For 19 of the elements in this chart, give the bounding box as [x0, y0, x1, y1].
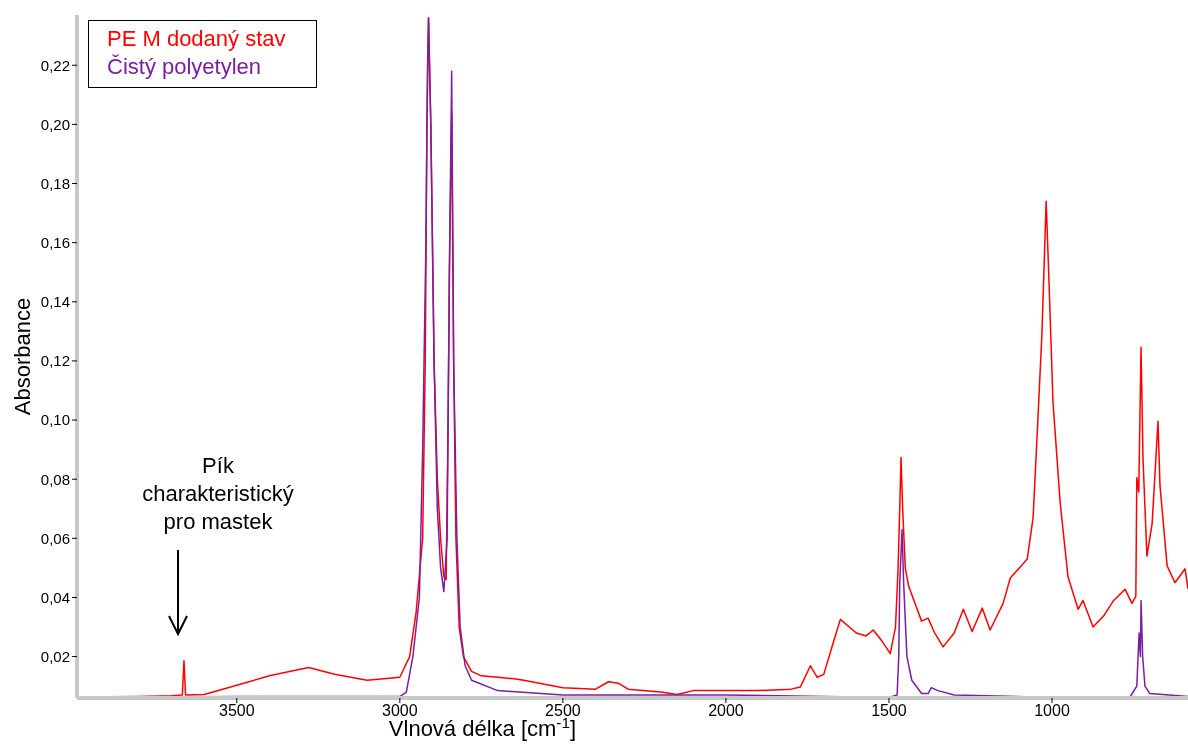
y-tick-label: 0,18	[40, 174, 70, 192]
x-tick-label: 2000	[708, 702, 744, 720]
y-tick-label: 0,04	[40, 588, 70, 606]
y-axis-title: Absorbance	[10, 297, 35, 416]
x-tick-label: 3500	[218, 702, 255, 720]
text: Čistý polyetylen	[107, 53, 263, 81]
y-tick-label: 0,06	[40, 529, 70, 547]
y-tick-label: 0,10	[40, 411, 70, 429]
y-tick-label: 0,14	[40, 293, 70, 311]
y-tick-label: 0,12	[40, 352, 70, 370]
x-tick-label: 1500	[871, 702, 907, 720]
y-tick-label: 0,02	[40, 647, 70, 665]
y-tick-label: 0,08	[40, 470, 70, 488]
y-tick-label: 0,22	[40, 56, 70, 74]
annotation: Pík charakteristický pro mastek	[141, 452, 295, 536]
y-tick-label: 0,16	[40, 233, 70, 251]
text: PE M dodaný stav	[107, 25, 286, 53]
y-tick-label: 0,20	[40, 115, 70, 133]
x-tick-label: 1000	[1034, 702, 1070, 720]
